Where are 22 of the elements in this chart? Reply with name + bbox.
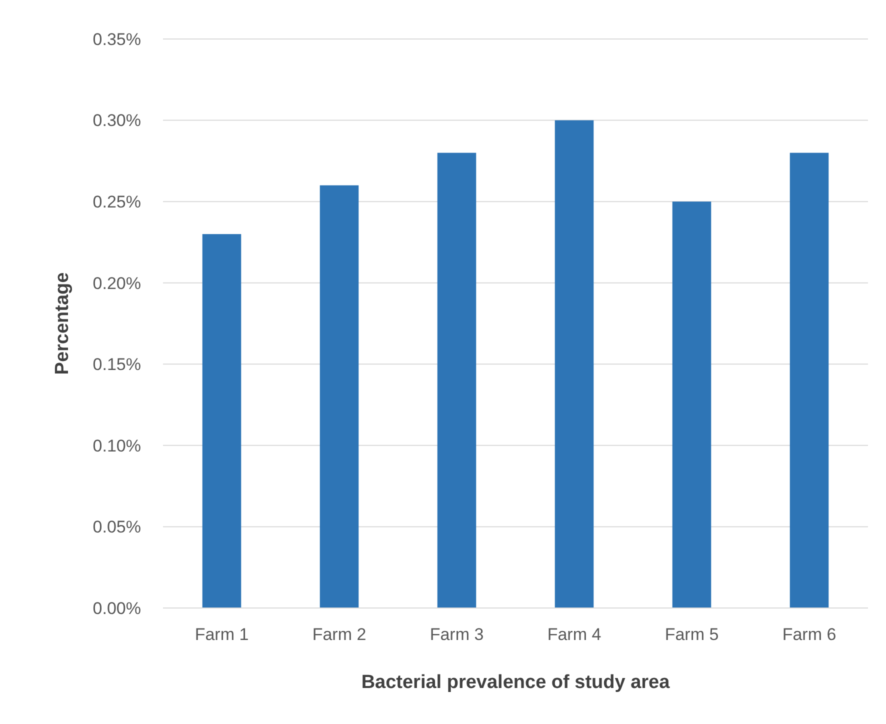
bar [554, 120, 594, 608]
y-axis-title: Percentage [52, 272, 73, 375]
y-tick-label: 0.20% [92, 274, 141, 293]
y-tick-label: 0.25% [92, 192, 141, 212]
y-tick-label: 0.30% [92, 111, 141, 130]
x-axis-title: Bacterial prevalence of study area [361, 672, 670, 693]
x-tick-label: Farm 2 [312, 625, 366, 644]
bar [437, 152, 476, 608]
y-tick-label: 0.05% [92, 518, 141, 537]
bar [790, 152, 829, 608]
x-tick-label: Farm 4 [547, 625, 602, 644]
x-tick-label: Farm 5 [664, 625, 719, 644]
bar [202, 234, 242, 608]
x-tick-label: Farm 1 [194, 625, 249, 644]
y-tick-label: 0.10% [92, 436, 141, 456]
y-tick-label: 0.00% [92, 598, 141, 618]
y-tick-label: 0.15% [92, 355, 141, 374]
x-tick-label: Farm 6 [782, 625, 836, 644]
x-tick-label: Farm 3 [430, 625, 484, 644]
bar [320, 185, 359, 608]
y-tick-label: 0.35% [92, 30, 141, 49]
bar [672, 202, 712, 608]
